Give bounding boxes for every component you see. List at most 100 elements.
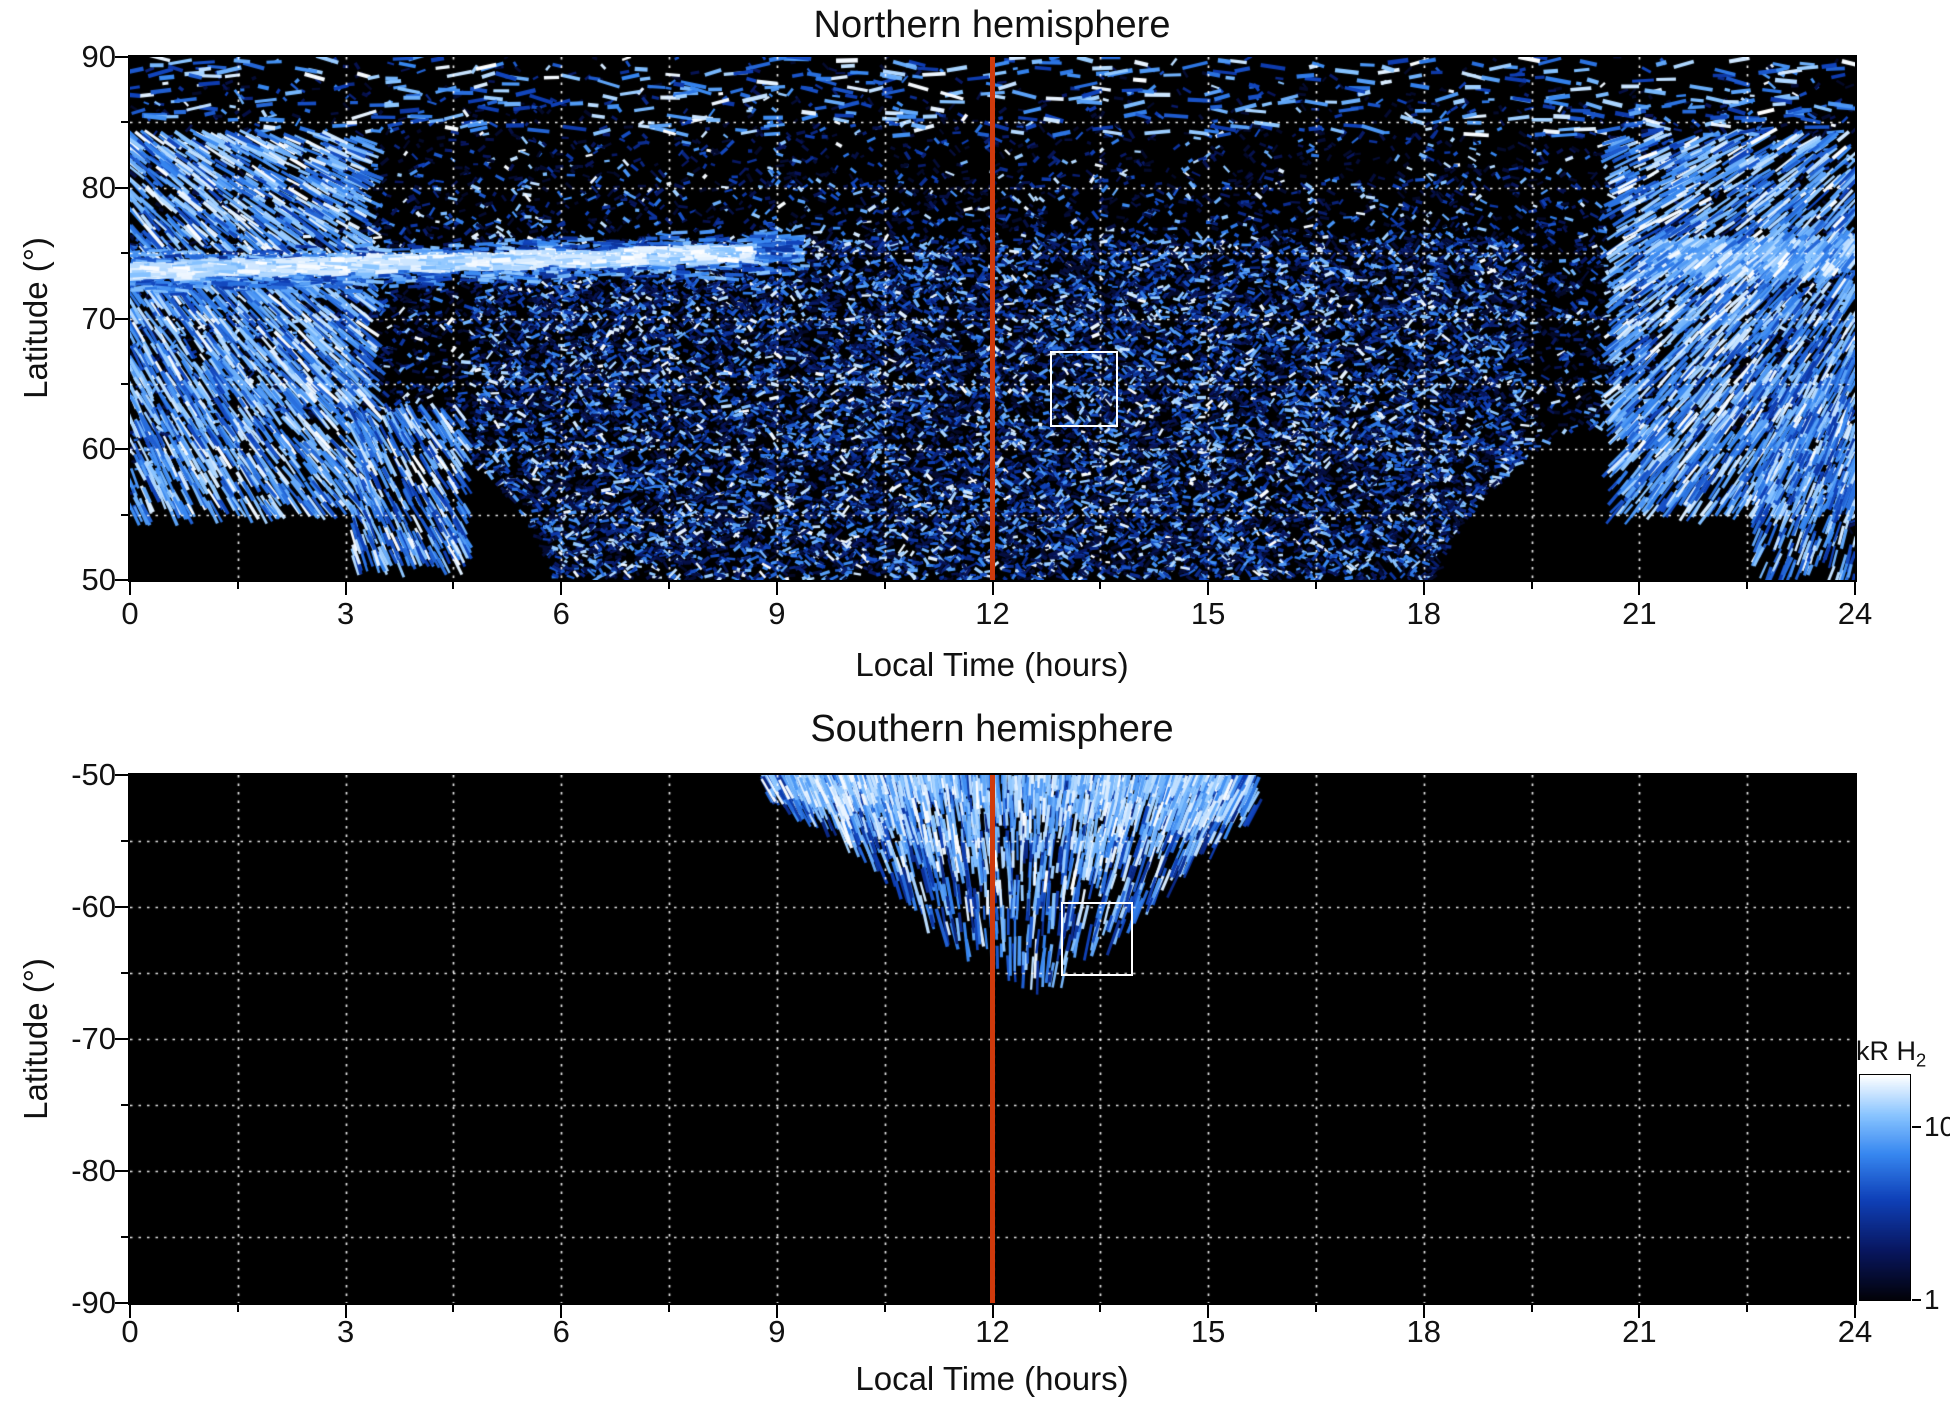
- y-axis-tick: [121, 840, 128, 842]
- south-x-axis-label: Local Time (hours): [855, 1360, 1129, 1397]
- x-axis-tick: [883, 582, 886, 589]
- colorbar-unit-label: kR H2: [1856, 1036, 1926, 1071]
- south-roi-box: [1060, 901, 1133, 976]
- colorbar-tick-label: 10: [1924, 1111, 1950, 1143]
- y-axis-tick: [121, 1236, 128, 1238]
- x-axis-tick: [452, 582, 455, 589]
- colorbar-tick: [1912, 1299, 1921, 1301]
- y-axis-tick: [115, 317, 128, 320]
- colorbar-tick-label: 1: [1924, 1284, 1940, 1315]
- x-axis-tick: [668, 582, 671, 589]
- x-axis-tick: [1099, 1305, 1102, 1312]
- y-axis-tick: [121, 972, 128, 974]
- north-panel-title: Northern hemisphere: [813, 4, 1171, 46]
- y-axis-tick: [115, 579, 128, 581]
- x-tick-label: 12: [975, 596, 1010, 631]
- x-axis-tick: [1854, 582, 1856, 595]
- colorbar-gradient-canvas: [1860, 1075, 1910, 1300]
- south-panel-plot-area: [128, 773, 1857, 1305]
- y-tick-label: -60: [71, 889, 116, 924]
- x-tick-label: 18: [1406, 596, 1441, 631]
- x-axis-tick: [129, 582, 131, 595]
- x-axis-tick: [452, 1305, 455, 1312]
- y-axis-tick: [115, 186, 128, 189]
- x-tick-label: 18: [1406, 1314, 1441, 1349]
- x-axis-tick: [344, 1305, 347, 1318]
- south-panel-title: Southern hemisphere: [810, 708, 1174, 750]
- y-axis-tick: [115, 1170, 128, 1172]
- y-axis-tick: [121, 1104, 128, 1106]
- x-axis-tick: [1530, 1305, 1533, 1312]
- y-axis-tick: [121, 382, 128, 385]
- x-axis-tick: [1314, 1305, 1317, 1312]
- x-axis-tick: [1207, 1305, 1210, 1318]
- x-axis-tick: [344, 582, 347, 595]
- x-tick-label: 12: [975, 1314, 1010, 1349]
- y-axis-tick: [115, 1302, 128, 1304]
- x-axis-tick: [991, 1305, 994, 1318]
- colorbar-unit-subscript: 2: [1916, 1049, 1927, 1071]
- y-axis-tick: [115, 56, 128, 58]
- x-axis-tick: [991, 582, 994, 595]
- x-tick-label: 15: [1190, 596, 1226, 631]
- y-axis-tick: [121, 252, 128, 255]
- y-tick-label: 60: [81, 431, 116, 467]
- colorbar: [1859, 1074, 1911, 1301]
- x-axis-tick: [1638, 582, 1641, 595]
- y-axis-tick: [115, 1038, 128, 1040]
- x-tick-label: 0: [121, 596, 139, 631]
- x-axis-tick: [1422, 1305, 1425, 1318]
- north-roi-box: [1050, 351, 1119, 428]
- x-tick-label: 6: [552, 1314, 570, 1349]
- x-tick-label: 15: [1190, 1314, 1226, 1349]
- x-axis-tick: [1638, 1305, 1641, 1318]
- x-axis-tick: [129, 1305, 131, 1318]
- y-axis-tick: [115, 774, 128, 776]
- y-tick-label: 50: [81, 562, 116, 597]
- x-axis-tick: [560, 1305, 563, 1318]
- x-tick-label: 3: [337, 1314, 355, 1349]
- x-tick-label: 9: [768, 596, 786, 631]
- north-x-axis-label: Local Time (hours): [855, 646, 1129, 683]
- x-axis-tick: [560, 582, 563, 595]
- x-axis-tick: [1746, 1305, 1749, 1312]
- x-axis-tick: [775, 1305, 778, 1318]
- x-axis-tick: [1422, 582, 1425, 595]
- x-tick-label: 21: [1622, 596, 1657, 631]
- north-panel-plot-area: [128, 55, 1857, 582]
- y-tick-label: -80: [71, 1153, 116, 1188]
- x-tick-label: 24: [1837, 596, 1873, 631]
- y-tick-label: -70: [71, 1021, 116, 1056]
- x-axis-tick: [1746, 582, 1749, 589]
- x-tick-label: 6: [552, 596, 570, 631]
- y-tick-label: -50: [71, 757, 116, 792]
- x-axis-tick: [236, 582, 239, 589]
- y-tick-label: 90: [81, 39, 116, 74]
- x-axis-tick: [1314, 582, 1317, 589]
- y-axis-tick: [115, 448, 128, 451]
- colorbar-tick: [1912, 1126, 1921, 1129]
- y-axis-tick: [121, 513, 128, 516]
- x-axis-tick: [1099, 582, 1102, 589]
- x-axis-tick: [1854, 1305, 1856, 1318]
- x-axis-tick: [668, 1305, 671, 1312]
- x-tick-label: 9: [768, 1314, 786, 1349]
- y-tick-label: 80: [81, 169, 116, 205]
- colorbar-unit-text: kR H: [1856, 1036, 1916, 1066]
- x-tick-label: 21: [1622, 1314, 1657, 1349]
- south-noon-meridian-line: [990, 775, 995, 1303]
- x-axis-tick: [775, 582, 778, 595]
- y-tick-label: 70: [81, 300, 116, 336]
- x-tick-label: 24: [1837, 1314, 1873, 1349]
- y-tick-label: -90: [71, 1285, 116, 1320]
- y-axis-tick: [115, 906, 128, 908]
- north-noon-meridian-line: [990, 57, 995, 580]
- x-axis-tick: [1207, 582, 1210, 595]
- x-tick-label: 0: [121, 1314, 139, 1349]
- y-axis-tick: [121, 121, 128, 124]
- x-axis-tick: [1530, 582, 1533, 589]
- x-tick-label: 3: [337, 596, 355, 631]
- x-axis-tick: [236, 1305, 239, 1312]
- x-axis-tick: [883, 1305, 886, 1312]
